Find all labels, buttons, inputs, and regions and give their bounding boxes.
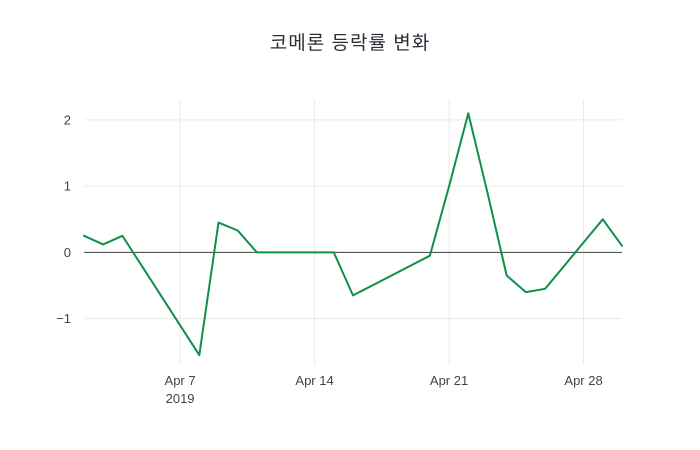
y-tick-label: 1 (64, 179, 71, 194)
y-tick-label: −1 (56, 311, 71, 326)
series-line (83, 112, 623, 357)
x-tick-label: Apr 14 (295, 373, 333, 388)
y-tick-label: 0 (64, 245, 71, 260)
x-tick-label: Apr 28 (564, 373, 602, 388)
x-tick-label: 2019 (166, 391, 195, 406)
x-tick-label: Apr 7 (165, 373, 196, 388)
y-tick-label: 2 (64, 112, 71, 127)
x-tick-label: Apr 21 (430, 373, 468, 388)
chart-title: 코메론 등락률 변화 (269, 33, 431, 54)
